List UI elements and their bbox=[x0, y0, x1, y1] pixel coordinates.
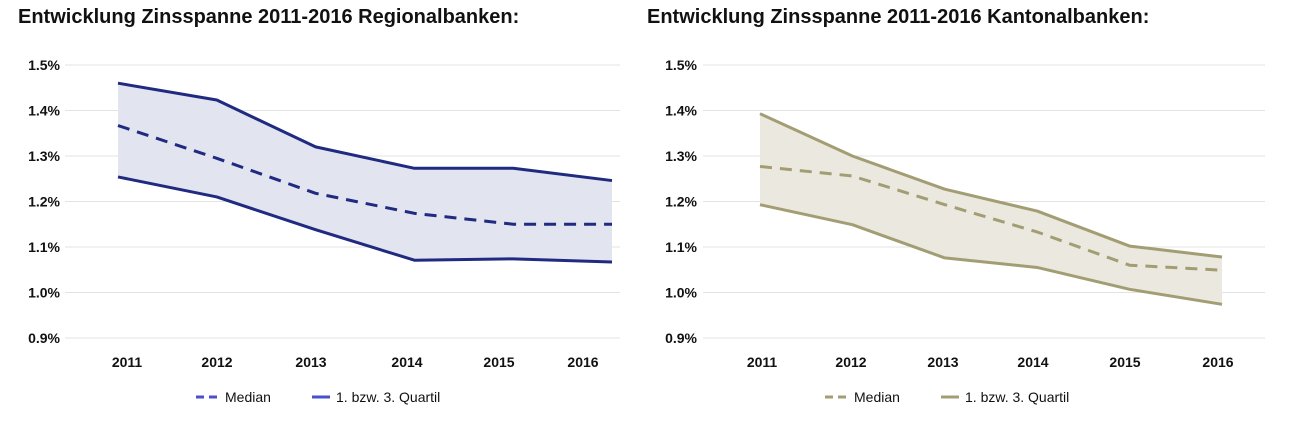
chart-title: Entwicklung Zinsspanne 2011-2016 Regiona… bbox=[18, 6, 520, 28]
x-tick-label: 2013 bbox=[295, 354, 326, 370]
chart-regionalbanken: Entwicklung Zinsspanne 2011-2016 Regiona… bbox=[18, 6, 620, 405]
x-tick-label: 2014 bbox=[391, 354, 422, 370]
quartile-band bbox=[118, 83, 612, 263]
legend-quartile-label: 1. bzw. 3. Quartil bbox=[336, 389, 440, 405]
upper-quartile-line bbox=[117, 81, 613, 183]
y-tick-label: 1.0% bbox=[28, 285, 60, 301]
y-tick-label: 0.9% bbox=[28, 330, 60, 346]
x-tick-label: 2011 bbox=[112, 354, 143, 370]
y-tick-label: 1.3% bbox=[28, 148, 60, 164]
y-tick-label: 1.2% bbox=[665, 194, 697, 210]
lower-quartile-line bbox=[759, 203, 1223, 306]
x-tick-label: 2012 bbox=[835, 354, 866, 370]
y-tick-label: 1.2% bbox=[28, 194, 60, 210]
y-tick-label: 1.4% bbox=[665, 103, 697, 119]
y-tick-label: 0.9% bbox=[665, 330, 697, 346]
y-tick-label: 1.5% bbox=[665, 57, 697, 73]
upper-quartile-line bbox=[759, 112, 1223, 259]
quartile-band bbox=[760, 113, 1222, 305]
x-tick-label: 2014 bbox=[1017, 354, 1048, 370]
y-tick-label: 1.1% bbox=[665, 239, 697, 255]
x-tick-label: 2015 bbox=[1109, 354, 1140, 370]
legend-median-label: Median bbox=[225, 389, 271, 405]
y-tick-label: 1.0% bbox=[665, 285, 697, 301]
median-line bbox=[117, 124, 612, 226]
x-tick-label: 2015 bbox=[483, 354, 514, 370]
chart-svg: 1.5% 1.4% 1.3% 1.2% 1.1% 1.0% 0.9% 2011 2012 2013… bbox=[28, 57, 620, 405]
x-tick-label: 2012 bbox=[201, 354, 232, 370]
chart-title: Entwicklung Zinsspanne 2011-2016 Kantona… bbox=[647, 6, 1150, 28]
legend-median-label: Median bbox=[854, 389, 900, 405]
legend-quartile-label: 1. bzw. 3. Quartil bbox=[965, 389, 1069, 405]
chart-svg: 1.5% 1.4% 1.3% 1.2% 1.1% 1.0% 0.9% 2011 2012 2013… bbox=[665, 57, 1265, 405]
chart-kantonalbanken: Entwicklung Zinsspanne 2011-2016 Kantona… bbox=[645, 0, 1289, 425]
x-tick-label: 2013 bbox=[927, 354, 958, 370]
x-tick-label: 2016 bbox=[567, 354, 598, 370]
x-tick-label: 2011 bbox=[747, 354, 778, 370]
y-tick-label: 1.3% bbox=[665, 148, 697, 164]
x-tick-label: 2016 bbox=[1202, 354, 1233, 370]
y-tick-label: 1.4% bbox=[28, 103, 60, 119]
y-tick-label: 1.1% bbox=[28, 239, 60, 255]
lower-quartile-line bbox=[117, 175, 613, 264]
y-tick-label: 1.5% bbox=[28, 57, 60, 73]
